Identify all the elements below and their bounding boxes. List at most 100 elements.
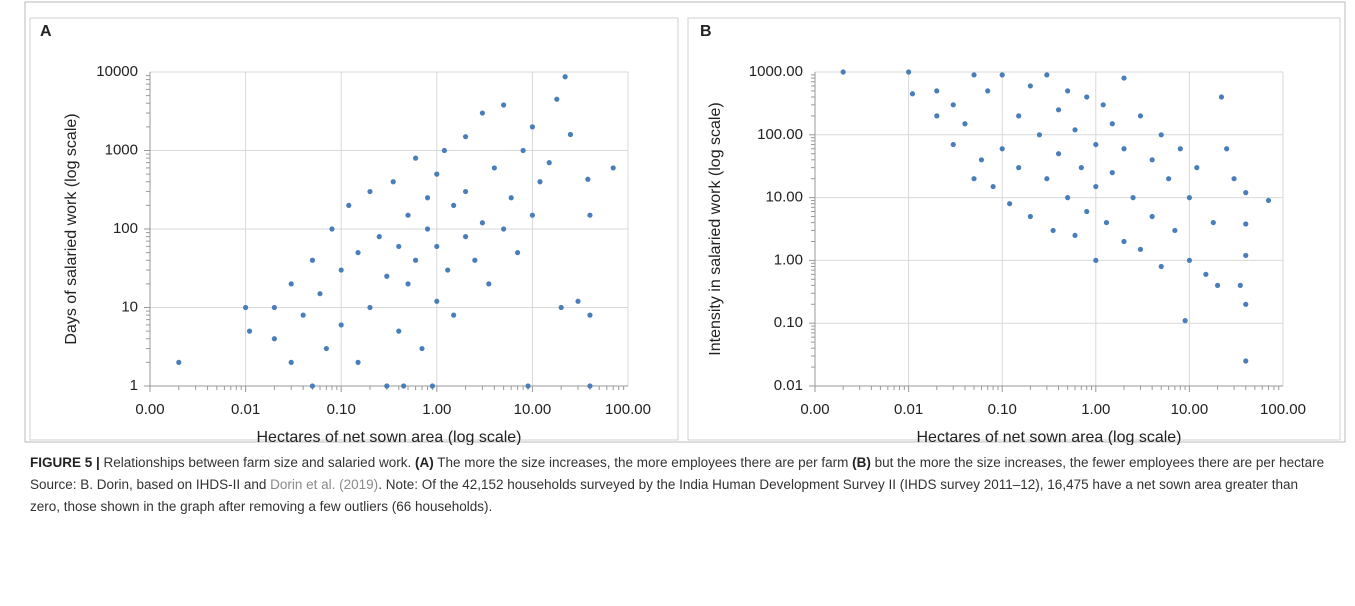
point bbox=[376, 234, 382, 240]
figure: A 1 10 100 1000 10000 0.00 0.01 0.10 1.00 10.00 100… bbox=[24, 1, 1346, 445]
point bbox=[1243, 301, 1249, 307]
point bbox=[434, 171, 440, 177]
point bbox=[317, 291, 323, 297]
point bbox=[346, 202, 352, 208]
panel-frame bbox=[29, 17, 679, 441]
point bbox=[1149, 157, 1155, 163]
point bbox=[462, 234, 469, 240]
x-axis-title: Hectares of net sown area (log scale) bbox=[256, 429, 521, 445]
point bbox=[1109, 121, 1115, 127]
point bbox=[355, 359, 361, 365]
y-tick-label: 100.00 bbox=[757, 126, 803, 143]
point bbox=[1050, 227, 1056, 234]
point bbox=[525, 383, 531, 389]
point bbox=[1016, 165, 1022, 171]
x-tick-label: 0.00 bbox=[800, 401, 829, 418]
point bbox=[396, 243, 402, 250]
point bbox=[1078, 165, 1084, 171]
y-tick-label: 10000 bbox=[96, 63, 138, 80]
point bbox=[271, 304, 277, 311]
point bbox=[587, 212, 593, 218]
point bbox=[1166, 176, 1172, 182]
figure-frame bbox=[24, 1, 1346, 443]
point bbox=[1093, 183, 1099, 190]
citation-link[interactable]: Dorin et al. (2019) bbox=[270, 477, 379, 492]
point bbox=[950, 141, 956, 148]
point bbox=[434, 243, 440, 250]
point bbox=[419, 345, 425, 352]
point bbox=[1214, 282, 1221, 288]
point bbox=[1265, 197, 1272, 204]
x-tick-label: 1.00 bbox=[422, 401, 451, 418]
point bbox=[1186, 195, 1192, 201]
x-tick-label: 10.00 bbox=[1171, 401, 1209, 418]
point bbox=[1065, 88, 1071, 94]
point bbox=[1243, 252, 1249, 259]
point bbox=[451, 202, 457, 208]
point bbox=[451, 312, 457, 318]
point bbox=[514, 250, 521, 256]
x-tick-label: 100.00 bbox=[1260, 401, 1306, 418]
point bbox=[243, 304, 249, 311]
caption-text: The more the size increases, the more em… bbox=[433, 455, 853, 470]
point bbox=[396, 328, 402, 334]
point bbox=[1121, 75, 1127, 81]
y-tick-label: 0.10 bbox=[774, 314, 803, 331]
x-tick-label: 0.10 bbox=[327, 401, 356, 418]
caption-ref: (A) bbox=[414, 455, 434, 470]
point bbox=[529, 212, 536, 218]
point bbox=[1016, 113, 1022, 119]
x-tick-label: 0.01 bbox=[231, 401, 260, 418]
point bbox=[1109, 170, 1115, 176]
y-axis-title: Intensity in salaried work (log scale) bbox=[707, 102, 724, 355]
point bbox=[558, 304, 564, 311]
point bbox=[445, 267, 451, 273]
point bbox=[1137, 246, 1144, 252]
x-tick-label: 0.10 bbox=[988, 401, 1017, 418]
x-tick-label: 100.00 bbox=[605, 401, 651, 418]
point bbox=[934, 113, 940, 119]
point bbox=[985, 88, 991, 94]
point bbox=[323, 345, 329, 352]
point bbox=[1137, 113, 1144, 119]
point bbox=[1027, 213, 1033, 220]
point bbox=[429, 383, 436, 389]
point bbox=[575, 298, 581, 304]
point bbox=[479, 220, 486, 226]
point bbox=[520, 147, 526, 154]
point bbox=[1044, 72, 1050, 78]
point bbox=[1065, 195, 1071, 201]
y-tick-label: 100 bbox=[113, 220, 138, 237]
y-axis-title: Days of salaried work (log scale) bbox=[63, 113, 80, 344]
point bbox=[501, 226, 507, 232]
point bbox=[355, 250, 361, 256]
point bbox=[529, 124, 536, 130]
point bbox=[479, 110, 486, 116]
point bbox=[962, 121, 968, 127]
y-tick-label: 0.01 bbox=[774, 377, 803, 394]
point bbox=[990, 183, 996, 190]
y-tick-label: 1000.00 bbox=[749, 63, 803, 80]
point bbox=[1194, 165, 1200, 171]
point bbox=[338, 267, 344, 273]
caption: FIGURE 5 | Relationships between farm si… bbox=[30, 452, 1330, 518]
point bbox=[585, 176, 591, 182]
point bbox=[1100, 102, 1106, 108]
point bbox=[934, 88, 940, 94]
point bbox=[1007, 201, 1013, 207]
point bbox=[1055, 107, 1062, 113]
point bbox=[1093, 141, 1099, 148]
point bbox=[271, 336, 277, 342]
point bbox=[971, 72, 977, 78]
y-tick-label: 1000 bbox=[105, 141, 138, 158]
point bbox=[567, 131, 574, 138]
point bbox=[508, 195, 514, 201]
point bbox=[1072, 232, 1078, 239]
point bbox=[462, 188, 469, 195]
panel-frame bbox=[687, 17, 1341, 441]
point bbox=[1237, 282, 1243, 288]
point bbox=[367, 304, 373, 311]
point bbox=[401, 383, 407, 389]
point bbox=[472, 257, 478, 263]
